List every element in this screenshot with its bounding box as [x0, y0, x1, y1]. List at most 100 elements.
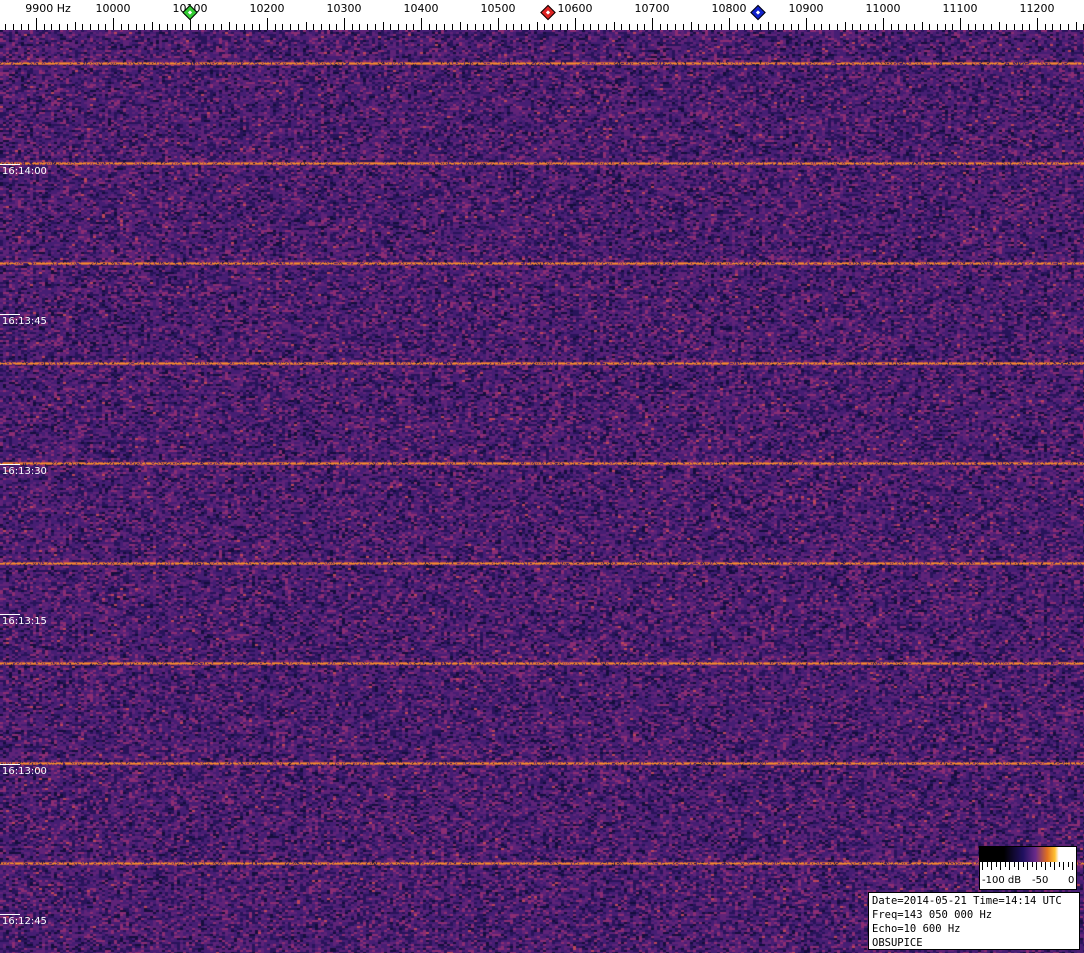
frequency-tick-label: 11000 [865, 2, 901, 15]
time-tick [0, 614, 20, 615]
minor-tick [375, 24, 376, 30]
minor-tick [968, 24, 969, 30]
colorbar-tick [982, 862, 983, 870]
major-tick [190, 18, 191, 30]
minor-tick [121, 24, 122, 30]
time-tick [0, 464, 20, 465]
minor-tick [860, 24, 861, 30]
colorbar-tick [1036, 862, 1037, 870]
minor-tick [105, 24, 106, 30]
minor-tick [845, 22, 846, 30]
minor-tick [914, 24, 915, 30]
minor-tick [313, 24, 314, 30]
minor-tick [875, 24, 876, 30]
colorbar-tick [1013, 862, 1015, 867]
minor-tick [321, 24, 322, 30]
minor-tick [775, 24, 776, 30]
minor-tick [290, 24, 291, 30]
minor-tick [90, 24, 91, 30]
frequency-tick-label: 9900 Hz [25, 2, 71, 15]
minor-tick [798, 24, 799, 30]
minor-tick [521, 24, 522, 30]
minor-tick [28, 24, 29, 30]
minor-tick [259, 24, 260, 30]
colorbar: -100 dB -50 0 [979, 846, 1077, 890]
minor-tick [614, 22, 615, 30]
blue-marker[interactable] [750, 4, 767, 21]
minor-tick [229, 22, 230, 30]
minor-tick [760, 24, 761, 30]
waterfall-display[interactable] [0, 30, 1084, 953]
minor-tick [82, 24, 83, 30]
minor-tick [768, 22, 769, 30]
minor-tick [128, 24, 129, 30]
frequency-tick-label: 10200 [249, 2, 285, 15]
minor-tick [452, 24, 453, 30]
minor-tick [152, 22, 153, 30]
minor-tick [698, 24, 699, 30]
minor-tick [983, 24, 984, 30]
colorbar-tick [1072, 862, 1073, 870]
major-tick [113, 18, 114, 30]
minor-tick [182, 24, 183, 30]
frequency-axis: 9900 Hz100001010010200103001040010500106… [0, 0, 1084, 30]
minor-tick [544, 24, 545, 30]
colorbar-tick [1063, 862, 1064, 870]
minor-tick [398, 24, 399, 30]
minor-tick [906, 24, 907, 30]
minor-tick [298, 24, 299, 30]
major-tick [498, 18, 499, 30]
minor-tick [590, 24, 591, 30]
red-marker[interactable] [540, 4, 556, 21]
minor-tick [467, 24, 468, 30]
minor-tick [282, 24, 283, 30]
time-tick [0, 314, 20, 315]
major-tick [883, 18, 884, 30]
minor-tick [937, 24, 938, 30]
minor-tick [1014, 24, 1015, 30]
colorbar-tick [1049, 862, 1051, 867]
minor-tick [829, 24, 830, 30]
minor-tick [929, 24, 930, 30]
time-tick [0, 914, 20, 915]
major-tick [36, 18, 37, 30]
minor-tick [898, 24, 899, 30]
minor-tick [213, 24, 214, 30]
minor-tick [306, 22, 307, 30]
minor-tick [637, 24, 638, 30]
minor-tick [5, 24, 6, 30]
minor-tick [483, 24, 484, 30]
minor-tick [821, 24, 822, 30]
minor-tick [244, 24, 245, 30]
minor-tick [475, 24, 476, 30]
minor-tick [1006, 24, 1007, 30]
minor-tick [336, 24, 337, 30]
minor-tick [198, 24, 199, 30]
minor-tick [13, 24, 14, 30]
minor-tick [737, 24, 738, 30]
minor-tick [714, 24, 715, 30]
minor-tick [67, 24, 68, 30]
minor-tick [606, 24, 607, 30]
minor-tick [21, 24, 22, 30]
minor-tick [744, 24, 745, 30]
minor-tick [691, 22, 692, 30]
minor-tick [167, 24, 168, 30]
minor-tick [175, 24, 176, 30]
minor-tick [791, 24, 792, 30]
minor-tick [252, 24, 253, 30]
frequency-tick-label: 10400 [403, 2, 439, 15]
minor-tick [275, 24, 276, 30]
minor-tick [329, 24, 330, 30]
colorbar-tick [1058, 862, 1060, 867]
minor-tick [721, 24, 722, 30]
frequency-tick-label: 10500 [480, 2, 516, 15]
minor-tick [406, 24, 407, 30]
major-tick [652, 18, 653, 30]
colorbar-tick [1018, 862, 1019, 870]
minor-tick [1068, 24, 1069, 30]
minor-tick [537, 22, 538, 30]
colorbar-tick [986, 862, 988, 867]
major-tick [344, 18, 345, 30]
info-date-time: Date=2014-05-21 Time=14:14 UTC [872, 895, 1062, 907]
